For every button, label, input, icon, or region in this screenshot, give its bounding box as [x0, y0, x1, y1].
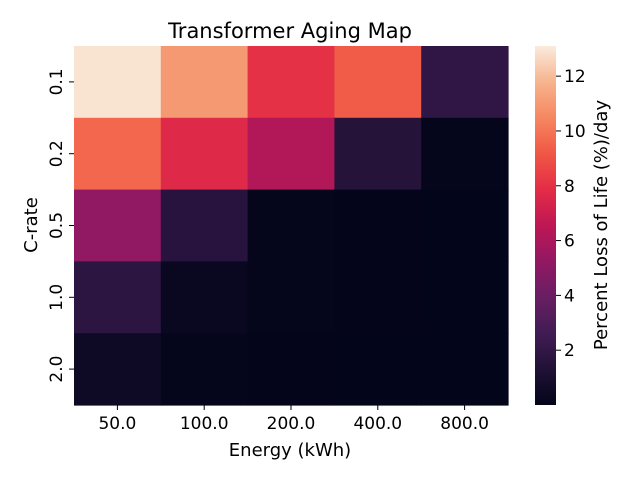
colorbar-tick-label: 10 [564, 122, 586, 142]
heatmap-cell [421, 117, 509, 191]
x-tick-label: 400.0 [353, 414, 402, 434]
heatmap-cells [74, 46, 509, 406]
heatmap-cell [74, 189, 162, 262]
x-tick-label: 50.0 [98, 414, 136, 434]
colorbar-label: Percent Loss of Life (%)/day [591, 100, 612, 351]
heatmap-cell [160, 333, 249, 406]
heatmap-cell [247, 333, 335, 406]
heatmap-cell [160, 261, 249, 334]
y-tick-label: 0.1 [47, 68, 67, 95]
heatmap-cell [247, 117, 335, 191]
heatmap-cell [160, 117, 249, 191]
heatmap-cell [334, 46, 422, 119]
colorbar-ticks: 2 4 6 8 10 12 [556, 67, 586, 361]
x-tick-label: 800.0 [440, 414, 489, 434]
y-tick-label: 1.0 [47, 284, 67, 311]
y-tick-label: 0.2 [47, 140, 67, 167]
heatmap-cell [74, 46, 162, 119]
y-tick-label: 0.5 [47, 212, 67, 239]
heatmap-cell [334, 189, 422, 262]
heatmap-cell [160, 46, 249, 119]
heatmap-cell [160, 189, 249, 262]
heatmap-cell [74, 333, 162, 406]
heatmap-cell [421, 189, 509, 262]
x-tick-label: 200.0 [267, 414, 316, 434]
colorbar-tick-label: 4 [564, 286, 575, 306]
y-axis-label: C-rate [21, 197, 42, 253]
y-tick-label: 2.0 [47, 356, 67, 383]
heatmap-cell [247, 261, 335, 334]
colorbar-tick-label: 8 [564, 177, 575, 197]
chart-title: Transformer Aging Map [167, 19, 412, 43]
x-tick-label: 100.0 [180, 414, 229, 434]
colorbar-tick-label: 12 [564, 67, 586, 87]
heatmap-cell [421, 46, 509, 119]
y-tick-labels: 0.1 0.2 0.5 1.0 2.0 [47, 68, 74, 383]
colorbar-tick-label: 2 [564, 341, 575, 361]
heatmap-cell [74, 261, 162, 334]
heatmap-cell [74, 117, 162, 191]
heatmap-cell [334, 261, 422, 334]
colorbar-tick-label: 6 [564, 232, 575, 252]
heatmap-cell [421, 261, 509, 334]
colorbar [535, 46, 556, 405]
heatmap-cell [334, 333, 422, 406]
x-axis-label: Energy (kWh) [229, 440, 351, 461]
heatmap-cell [247, 189, 335, 262]
heatmap-cell [247, 46, 335, 119]
x-tick-labels: 50.0 100.0 200.0 400.0 800.0 [98, 405, 489, 434]
heatmap-cell [334, 117, 422, 191]
heatmap-cell [421, 333, 509, 406]
